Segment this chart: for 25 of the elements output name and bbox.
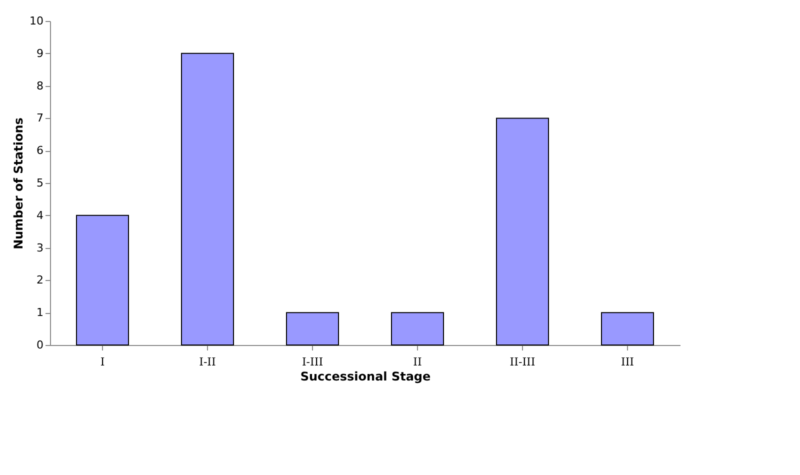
y-tick-label: 4 — [36, 208, 44, 222]
y-tick-label: 0 — [36, 338, 44, 352]
x-tick-label: II-III — [510, 356, 536, 368]
bar — [391, 312, 444, 346]
x-tick-label: I — [100, 356, 105, 368]
x-axis-title: Successional Stage — [300, 370, 431, 384]
bar — [181, 52, 234, 346]
y-tick-label: 6 — [36, 144, 44, 158]
bar — [76, 214, 129, 346]
y-tick-label: 7 — [36, 112, 44, 125]
bar — [286, 312, 339, 346]
x-tick-label: I-II — [199, 356, 216, 368]
y-tick-label: 8 — [36, 79, 44, 92]
y-tick-label: 3 — [36, 241, 44, 254]
bar — [601, 312, 654, 346]
bar — [496, 118, 549, 346]
y-tick-label: 9 — [36, 46, 44, 60]
y-tick-label: 1 — [36, 306, 44, 320]
x-tick-label: I-III — [302, 356, 324, 368]
y-tick-label: 5 — [36, 176, 44, 190]
x-tick-label: III — [620, 356, 634, 368]
x-tick-label: II — [413, 356, 422, 368]
y-axis-title: Number of Stations — [12, 118, 26, 250]
y-tick-label: 10 — [30, 14, 44, 28]
y-tick-label: 2 — [36, 274, 44, 287]
